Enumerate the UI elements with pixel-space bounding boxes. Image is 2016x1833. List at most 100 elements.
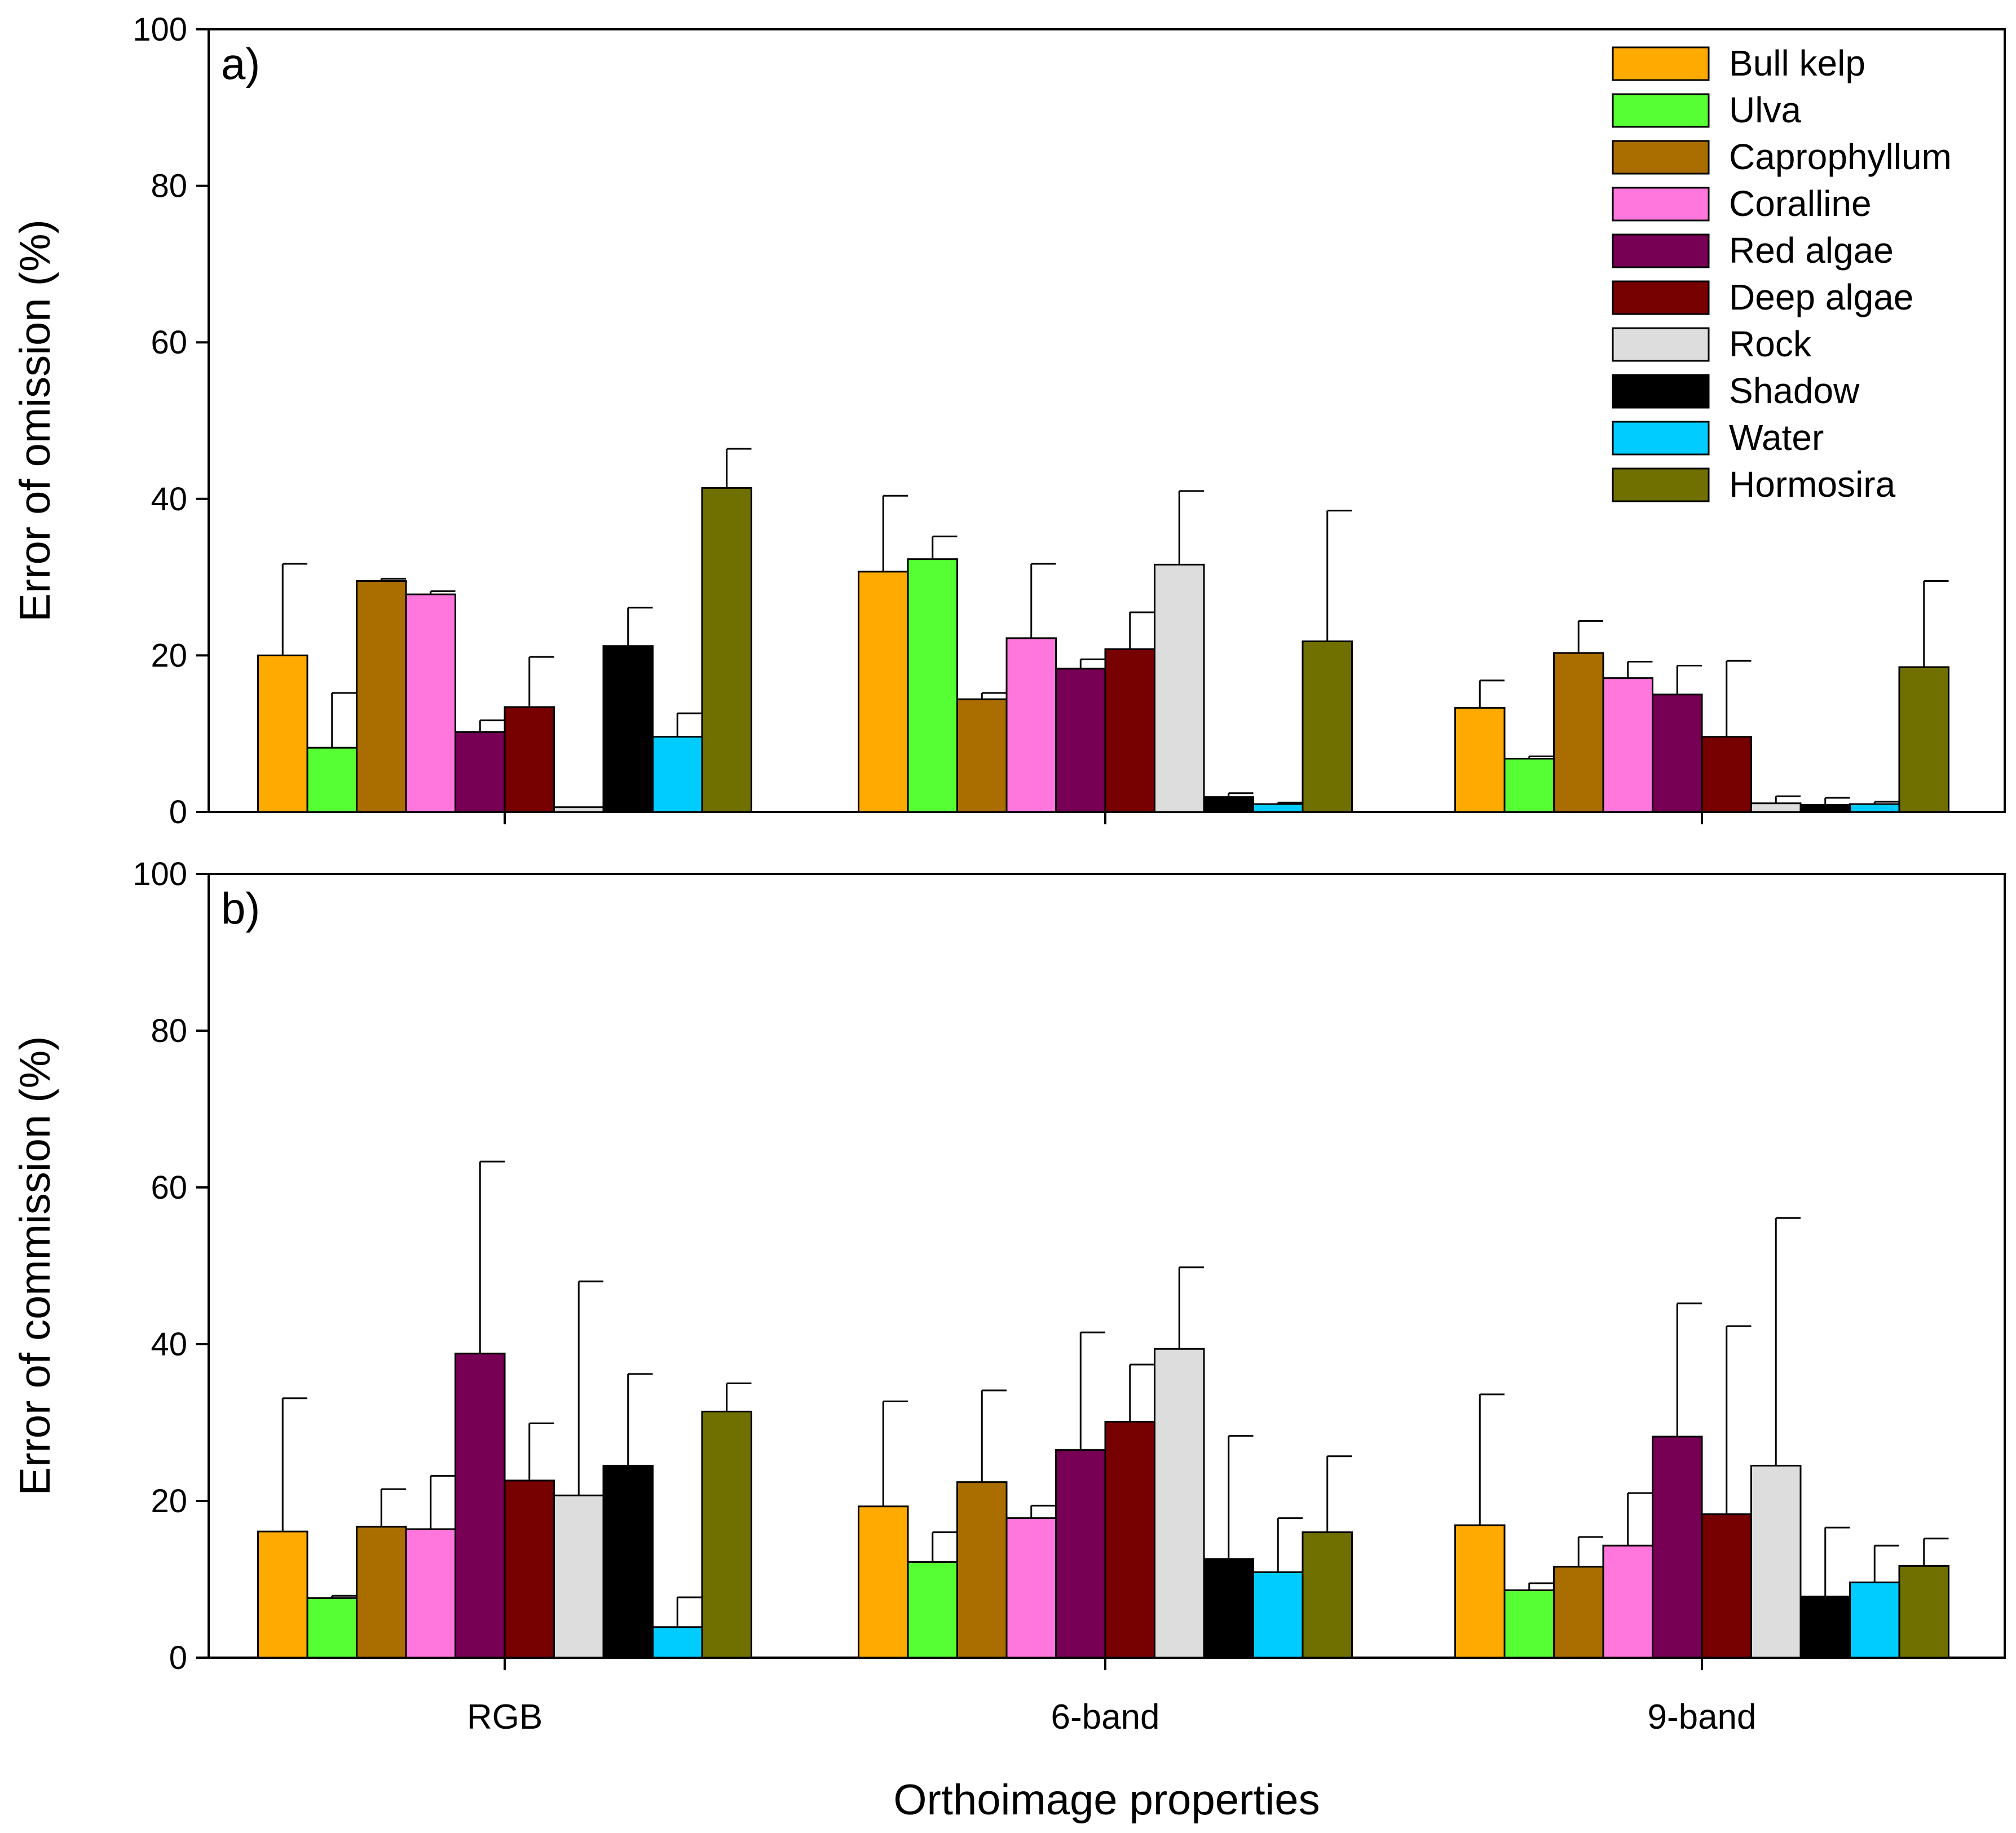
- bar-a-rgb-deep-algae: [504, 706, 555, 813]
- bar-b-9-band-rock: [1750, 1464, 1802, 1659]
- x-category-label: 6-band: [1051, 1698, 1159, 1737]
- bar-a-6-band-bull-kelp: [858, 571, 909, 813]
- bar-b-9-band-coralline: [1602, 1544, 1653, 1659]
- bar-b-6-band-bull-kelp: [858, 1505, 909, 1659]
- legend-label: Bull kelp: [1729, 43, 1865, 83]
- y-tick-label-b: 20: [151, 1483, 187, 1520]
- bar-b-6-band-red-algae: [1055, 1449, 1106, 1659]
- bar-a-rgb-ulva: [306, 747, 358, 813]
- bar-a-9-band-ulva: [1503, 758, 1555, 813]
- bar-b-9-band-shadow: [1799, 1596, 1851, 1659]
- bar-a-9-band-shadow: [1799, 804, 1851, 813]
- legend-label: Caprophyllum: [1729, 136, 1952, 177]
- legend-swatch-bull-kelp: [1612, 46, 1710, 81]
- bar-a-rgb-hormosira: [701, 487, 752, 813]
- bar-a-rgb-bull-kelp: [257, 654, 308, 813]
- y-tick-label-b: 60: [151, 1169, 187, 1206]
- bar-a-9-band-caprophyllum: [1553, 652, 1604, 813]
- bar-b-rgb-caprophyllum: [356, 1526, 407, 1659]
- bar-b-6-band-deep-algae: [1104, 1421, 1155, 1659]
- bar-b-6-band-water: [1252, 1571, 1304, 1659]
- legend-swatch-red-algae: [1612, 233, 1710, 268]
- bar-b-rgb-ulva: [306, 1597, 358, 1659]
- bar-a-rgb-caprophyllum: [356, 580, 407, 813]
- bar-b-9-band-red-algae: [1652, 1436, 1703, 1659]
- legend-label: Ulva: [1729, 90, 1801, 130]
- bar-b-9-band-deep-algae: [1701, 1513, 1752, 1659]
- y-tick-label-a: 60: [151, 324, 187, 361]
- y-tick-label-a: 80: [151, 168, 187, 205]
- legend-swatch-rock: [1612, 327, 1710, 362]
- bar-a-9-band-coralline: [1602, 677, 1653, 813]
- y-tick-label-b: 40: [151, 1326, 187, 1363]
- bar-b-6-band-caprophyllum: [956, 1481, 1008, 1659]
- bar-b-6-band-shadow: [1203, 1558, 1254, 1659]
- legend-swatch-shadow: [1612, 374, 1710, 409]
- bar-a-9-band-red-algae: [1652, 694, 1703, 813]
- legend-label: Hormosira: [1729, 464, 1896, 505]
- legend-swatch-water: [1612, 421, 1710, 456]
- bar-a-9-band-water: [1849, 803, 1900, 813]
- panel-label-b: b): [221, 884, 260, 933]
- legend-label: Shadow: [1729, 370, 1860, 411]
- panel-b-commission: 0 20 40 60 80 100 Error of commission (%) b) RGB…: [11, 856, 2006, 1737]
- bar-a-rgb-rock: [553, 806, 605, 813]
- bar-b-9-band-bull-kelp: [1454, 1524, 1506, 1659]
- bar-a-6-band-rock: [1154, 563, 1205, 813]
- bar-a-9-band-deep-algae: [1701, 736, 1752, 813]
- bar-b-rgb-coralline: [405, 1528, 456, 1659]
- y-tick-label-a: 40: [151, 481, 187, 518]
- x-axis-title: Orthoimage properties: [893, 1776, 1320, 1824]
- bar-b-rgb-hormosira: [701, 1411, 752, 1659]
- panel-label-a: a): [221, 39, 260, 89]
- bar-a-6-band-ulva: [907, 558, 958, 813]
- y-tick-label-b: 80: [151, 1013, 187, 1049]
- bar-b-9-band-water: [1849, 1582, 1900, 1659]
- y-tick-label-b: 100: [133, 856, 187, 893]
- bar-a-9-band-bull-kelp: [1454, 706, 1506, 813]
- y-tick-label-a: 100: [133, 11, 187, 48]
- bar-b-rgb-water: [652, 1626, 703, 1659]
- bar-a-rgb-shadow: [602, 645, 654, 813]
- bar-b-9-band-hormosira: [1898, 1565, 1949, 1659]
- bar-a-6-band-water: [1252, 803, 1304, 813]
- bar-b-9-band-caprophyllum: [1553, 1566, 1604, 1659]
- panel-a-omission: 0 20 40 60 80 100 Error of omission (%) a): [11, 11, 2006, 831]
- x-category-label: 9-band: [1647, 1698, 1756, 1737]
- bar-a-6-band-deep-algae: [1104, 648, 1155, 813]
- y-tick-label-a: 0: [169, 794, 187, 831]
- bar-a-6-band-coralline: [1005, 637, 1057, 813]
- bar-a-6-band-hormosira: [1302, 640, 1353, 813]
- legend-label: Coralline: [1729, 183, 1872, 224]
- bar-a-6-band-red-algae: [1055, 668, 1106, 813]
- bar-a-rgb-water: [652, 736, 703, 813]
- legend-swatch-hormosira: [1612, 467, 1710, 502]
- legend-swatch-caprophyllum: [1612, 140, 1710, 175]
- bar-b-6-band-coralline: [1005, 1517, 1057, 1659]
- bar-b-6-band-hormosira: [1302, 1531, 1353, 1659]
- bar-b-rgb-red-algae: [455, 1353, 506, 1659]
- legend-swatch-coralline: [1612, 187, 1710, 222]
- legend-label: Water: [1729, 417, 1824, 458]
- legend-label: Rock: [1729, 324, 1812, 364]
- y-tick-label-b: 0: [169, 1640, 187, 1676]
- bar-b-6-band-ulva: [907, 1561, 958, 1659]
- bar-a-9-band-rock: [1750, 802, 1802, 813]
- legend-label: Red algae: [1729, 230, 1894, 271]
- y-axis-title-a: Error of omission (%): [11, 219, 59, 622]
- bar-b-rgb-bull-kelp: [257, 1530, 308, 1659]
- bar-b-rgb-deep-algae: [504, 1479, 555, 1659]
- bar-a-6-band-caprophyllum: [956, 698, 1008, 813]
- bar-a-9-band-hormosira: [1898, 666, 1949, 813]
- bar-a-rgb-red-algae: [455, 731, 506, 813]
- bar-b-9-band-ulva: [1503, 1589, 1555, 1659]
- y-tick-label-a: 20: [151, 637, 187, 674]
- y-axis-title-b: Error of commission (%): [11, 1036, 59, 1496]
- bar-b-6-band-rock: [1154, 1348, 1205, 1659]
- legend-label: Deep algae: [1729, 277, 1913, 317]
- legend: Bull kelp Ulva Caprophyllum Coralline Red al…: [1612, 43, 1952, 505]
- bar-a-6-band-shadow: [1203, 796, 1254, 813]
- x-category-label: RGB: [467, 1698, 542, 1737]
- bar-b-rgb-rock: [553, 1494, 605, 1659]
